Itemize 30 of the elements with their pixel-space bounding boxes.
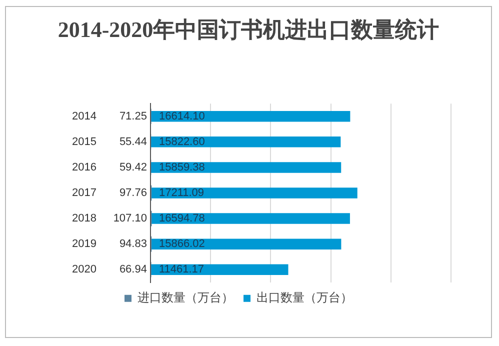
- bar: [150, 162, 342, 173]
- data-label: 15822.60: [158, 136, 205, 148]
- y-tick-label: 2019: [72, 238, 96, 250]
- y-tick-label: 2018: [72, 212, 96, 225]
- y-tick-label: 2015: [72, 136, 96, 148]
- data-label: 16594.78: [158, 212, 205, 225]
- data-label: 17211.09: [158, 187, 204, 200]
- data-label: 15859.38: [158, 161, 205, 174]
- data-label: 16614.10: [158, 110, 205, 122]
- data-label: 94.83: [119, 238, 147, 250]
- data-label: 59.42: [119, 161, 147, 174]
- chart-title: 2014-2020年中国订书机进出口数量统计: [56, 16, 440, 44]
- bar: [150, 238, 342, 250]
- data-label: 97.76: [119, 187, 147, 200]
- data-label: 107.10: [113, 212, 147, 225]
- bar: [150, 111, 350, 122]
- bar: [150, 213, 350, 224]
- data-label: 71.25: [119, 110, 147, 122]
- y-tick-label: 2014: [72, 110, 96, 122]
- data-label: 11461.17: [158, 264, 204, 276]
- data-label: 55.44: [119, 136, 147, 148]
- bar: [150, 188, 358, 198]
- legend-label: 出口数量（万台）: [256, 290, 352, 305]
- y-tick-label: 2017: [72, 187, 96, 200]
- legend-label: 进口数量（万台）: [138, 290, 234, 305]
- y-tick-label: 2016: [72, 161, 96, 174]
- y-tick-label: 2020: [72, 264, 96, 276]
- data-label: 66.94: [119, 264, 147, 276]
- data-label: 15866.02: [158, 238, 205, 250]
- bar: [150, 136, 341, 148]
